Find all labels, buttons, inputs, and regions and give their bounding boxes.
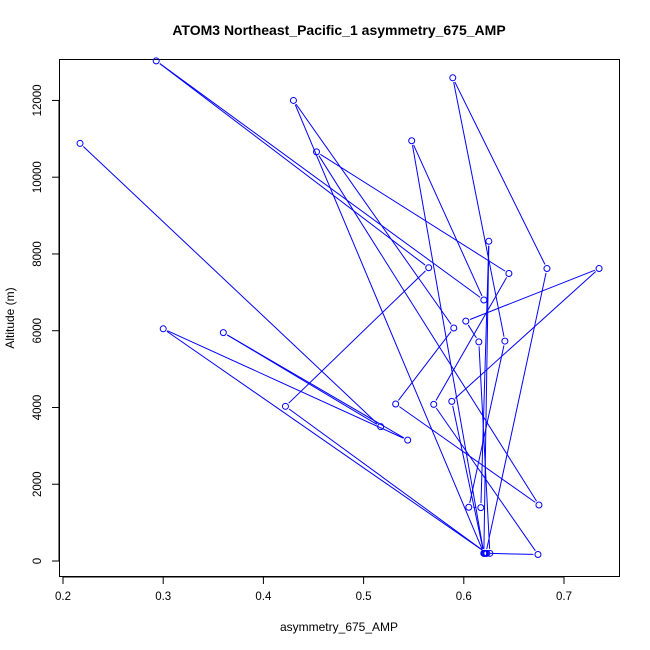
data-point bbox=[377, 423, 385, 431]
series-segment bbox=[452, 405, 484, 550]
data-point bbox=[219, 329, 227, 337]
x-tick-label: 0.3 bbox=[155, 591, 171, 603]
data-point bbox=[281, 402, 289, 410]
data-point bbox=[289, 96, 297, 104]
y-tick-label: 10000 bbox=[32, 161, 44, 193]
x-tick-label: 0.6 bbox=[456, 591, 472, 603]
series-segment bbox=[469, 345, 505, 503]
series-segment bbox=[159, 63, 426, 266]
series-segment bbox=[82, 146, 378, 424]
data-point bbox=[535, 501, 543, 509]
data-point bbox=[501, 337, 509, 345]
x-tick-label: 0.5 bbox=[356, 591, 372, 603]
x-tick-label: 0.2 bbox=[55, 591, 71, 603]
data-point bbox=[543, 265, 551, 273]
series-points bbox=[76, 57, 603, 558]
data-point bbox=[480, 296, 488, 304]
data-point bbox=[408, 137, 416, 145]
series-segment bbox=[226, 334, 405, 439]
series-segment bbox=[453, 82, 505, 337]
data-point bbox=[425, 264, 433, 272]
data-point bbox=[475, 338, 483, 346]
data-point bbox=[485, 237, 493, 245]
y-tick-label: 6000 bbox=[32, 318, 44, 344]
series-segment bbox=[398, 331, 452, 401]
data-point bbox=[313, 148, 321, 156]
series-segment bbox=[469, 269, 596, 320]
data-point bbox=[159, 325, 167, 333]
series-segment bbox=[166, 330, 484, 552]
data-point bbox=[404, 436, 412, 444]
data-point bbox=[430, 400, 438, 408]
y-axis: 0 2000 4000 6000 8000 10000 12000 bbox=[32, 84, 60, 564]
series-segment bbox=[454, 81, 546, 265]
series-segment bbox=[480, 245, 490, 504]
series-segment bbox=[320, 153, 506, 272]
x-axis: 0.2 0.3 0.4 0.5 0.6 0.7 bbox=[55, 576, 572, 603]
data-point bbox=[486, 549, 494, 557]
x-axis-label: asymmetry_675_AMP bbox=[280, 620, 398, 634]
series-segment bbox=[478, 346, 491, 549]
series-segment bbox=[288, 270, 426, 404]
y-tick-label: 12000 bbox=[32, 84, 44, 116]
series-segment bbox=[294, 104, 483, 550]
y-tick-label: 8000 bbox=[32, 241, 44, 267]
data-point bbox=[392, 400, 400, 408]
series-segment bbox=[467, 324, 477, 339]
data-point bbox=[534, 550, 542, 558]
data-point bbox=[595, 265, 603, 273]
y-axis-label: Altitude (m) bbox=[3, 287, 17, 348]
series-segment bbox=[454, 271, 597, 399]
y-tick-label: 4000 bbox=[32, 395, 44, 421]
data-point bbox=[462, 317, 470, 325]
series-segment bbox=[167, 330, 404, 439]
series-segment bbox=[318, 155, 537, 502]
data-point bbox=[450, 324, 458, 332]
x-tick-label: 0.4 bbox=[255, 591, 272, 603]
data-point bbox=[152, 57, 160, 65]
series-segment bbox=[413, 144, 483, 297]
series-lines bbox=[82, 63, 597, 555]
series-segment bbox=[288, 408, 484, 552]
x-tick-label: 0.7 bbox=[556, 591, 572, 603]
series-segment bbox=[490, 552, 534, 555]
series-segment bbox=[159, 63, 481, 298]
data-point bbox=[76, 139, 84, 147]
series-segment bbox=[435, 277, 508, 401]
data-point bbox=[477, 504, 485, 512]
series-segment bbox=[486, 272, 547, 550]
data-point bbox=[481, 549, 489, 557]
y-tick-label: 2000 bbox=[32, 471, 44, 497]
series-segment bbox=[483, 245, 490, 549]
data-point bbox=[449, 74, 457, 82]
data-point bbox=[465, 503, 473, 511]
chart-title: ATOM3 Northeast_Pacific_1 asymmetry_675_… bbox=[172, 22, 505, 38]
series-segment bbox=[295, 103, 452, 325]
data-point bbox=[505, 270, 513, 278]
series-segment bbox=[399, 406, 536, 503]
data-point bbox=[448, 397, 456, 405]
series-segment bbox=[411, 145, 484, 549]
y-tick-label: 0 bbox=[32, 558, 44, 564]
